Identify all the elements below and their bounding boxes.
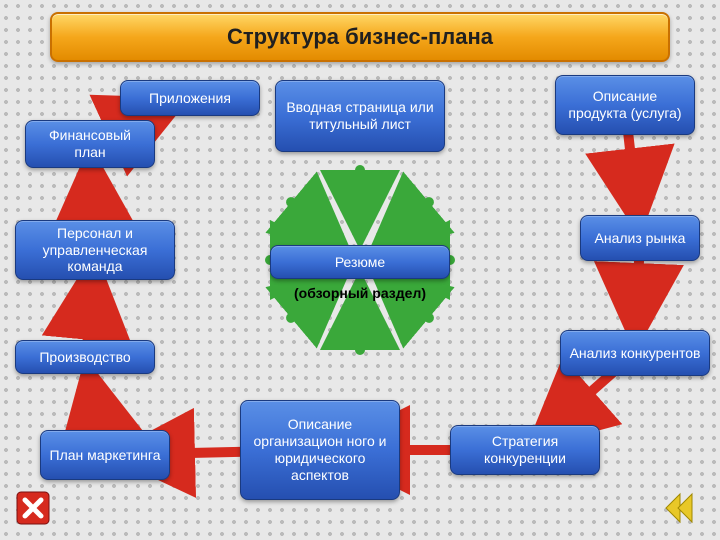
node-summary: Резюме (270, 245, 450, 279)
summary-section-label: (обзорный раздел) (270, 285, 450, 301)
node-org: Описание организацион ного и юридическог… (240, 400, 400, 500)
node-market: Анализ рынка (580, 215, 700, 261)
node-strategy: Стратегия конкуренции (450, 425, 600, 475)
node-financial: Финансовый план (25, 120, 155, 168)
node-intro: Вводная страница или титульный лист (275, 80, 445, 152)
close-icon[interactable] (15, 490, 51, 526)
page-title: Структура бизнес-плана (50, 12, 670, 62)
double-arrow-left-icon[interactable] (660, 490, 696, 526)
node-production: Производство (15, 340, 155, 374)
node-marketing: План маркетинга (40, 430, 170, 480)
node-product: Описание продукта (услуга) (555, 75, 695, 135)
node-appendices: Приложения (120, 80, 260, 116)
node-team: Персонал и управленческая команда (15, 220, 175, 280)
node-competitors: Анализ конкурентов (560, 330, 710, 376)
